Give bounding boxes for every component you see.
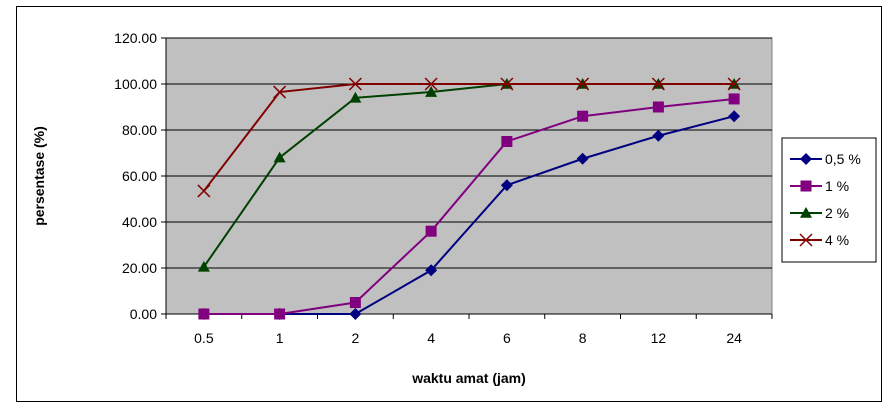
data-point: [425, 86, 438, 97]
y-axis-title: persentase (%): [31, 126, 47, 226]
x-tick-label: 8: [579, 330, 587, 346]
x-tick-label: 2: [351, 330, 359, 346]
series-line: [203, 83, 735, 192]
data-point: [727, 77, 741, 91]
data-point: [501, 136, 513, 147]
data-point: [728, 93, 740, 105]
data-point: [800, 207, 812, 218]
data-point: [197, 260, 210, 272]
data-point: [197, 184, 211, 198]
x-tick-label: 24: [726, 330, 742, 346]
legend-label: 0,5 %: [825, 151, 861, 167]
series-line: [203, 115, 735, 315]
series-group: [197, 77, 741, 320]
x-tick-label: 0.5: [194, 330, 214, 346]
data-point: [577, 110, 589, 122]
legend-item: 0,5 %: [790, 151, 861, 167]
legend-item: 4 %: [790, 232, 849, 248]
y-tick-label: 40.00: [122, 214, 157, 230]
y-tick-label: 100.00: [114, 76, 157, 92]
data-point: [500, 77, 514, 91]
data-point: [349, 91, 362, 103]
data-point: [652, 101, 664, 113]
y-tick-label: 80.00: [122, 122, 157, 138]
data-point: [273, 151, 286, 163]
series-4: [197, 77, 741, 198]
data-point: [799, 233, 813, 247]
x-tick-label: 6: [503, 330, 511, 346]
legend-item: 1 %: [790, 178, 849, 194]
series-1: [197, 110, 741, 320]
x-axis-title: waktu amat (jam): [411, 370, 526, 386]
y-axis-ticks: 0.00 20.00 40.00 60.00 80.00 100.00 120.00: [114, 30, 166, 322]
data-point: [348, 77, 362, 91]
legend: 0,5 % 1 % 2 % 4 %: [781, 137, 877, 263]
data-point: [425, 225, 437, 237]
data-point: [728, 110, 741, 123]
legend-label: 2 %: [825, 205, 849, 221]
data-point: [349, 297, 361, 308]
series-2: [198, 93, 740, 320]
gridlines: [166, 37, 772, 315]
y-tick-label: 0.00: [130, 306, 157, 322]
legend-label: 1 %: [825, 178, 849, 194]
x-tick-label: 4: [427, 330, 435, 346]
series-line: [203, 97, 735, 315]
data-point: [198, 308, 210, 320]
x-tick-label: 12: [651, 330, 667, 346]
data-point: [500, 179, 513, 192]
data-point: [800, 153, 812, 165]
y-tick-label: 20.00: [122, 260, 157, 276]
data-point: [576, 77, 590, 91]
data-point: [349, 308, 362, 320]
data-point: [800, 180, 812, 192]
data-point: [273, 85, 287, 99]
legend-label: 4 %: [825, 232, 849, 248]
data-point: [651, 77, 665, 91]
data-point: [652, 129, 665, 142]
x-tick-label: 1: [276, 330, 284, 346]
y-tick-label: 60.00: [122, 168, 157, 184]
data-point: [425, 264, 438, 277]
data-point: [274, 308, 286, 320]
data-point: [576, 152, 589, 165]
legend-item: 2 %: [790, 205, 849, 221]
y-tick-label: 120.00: [114, 30, 157, 46]
data-point: [424, 77, 438, 91]
